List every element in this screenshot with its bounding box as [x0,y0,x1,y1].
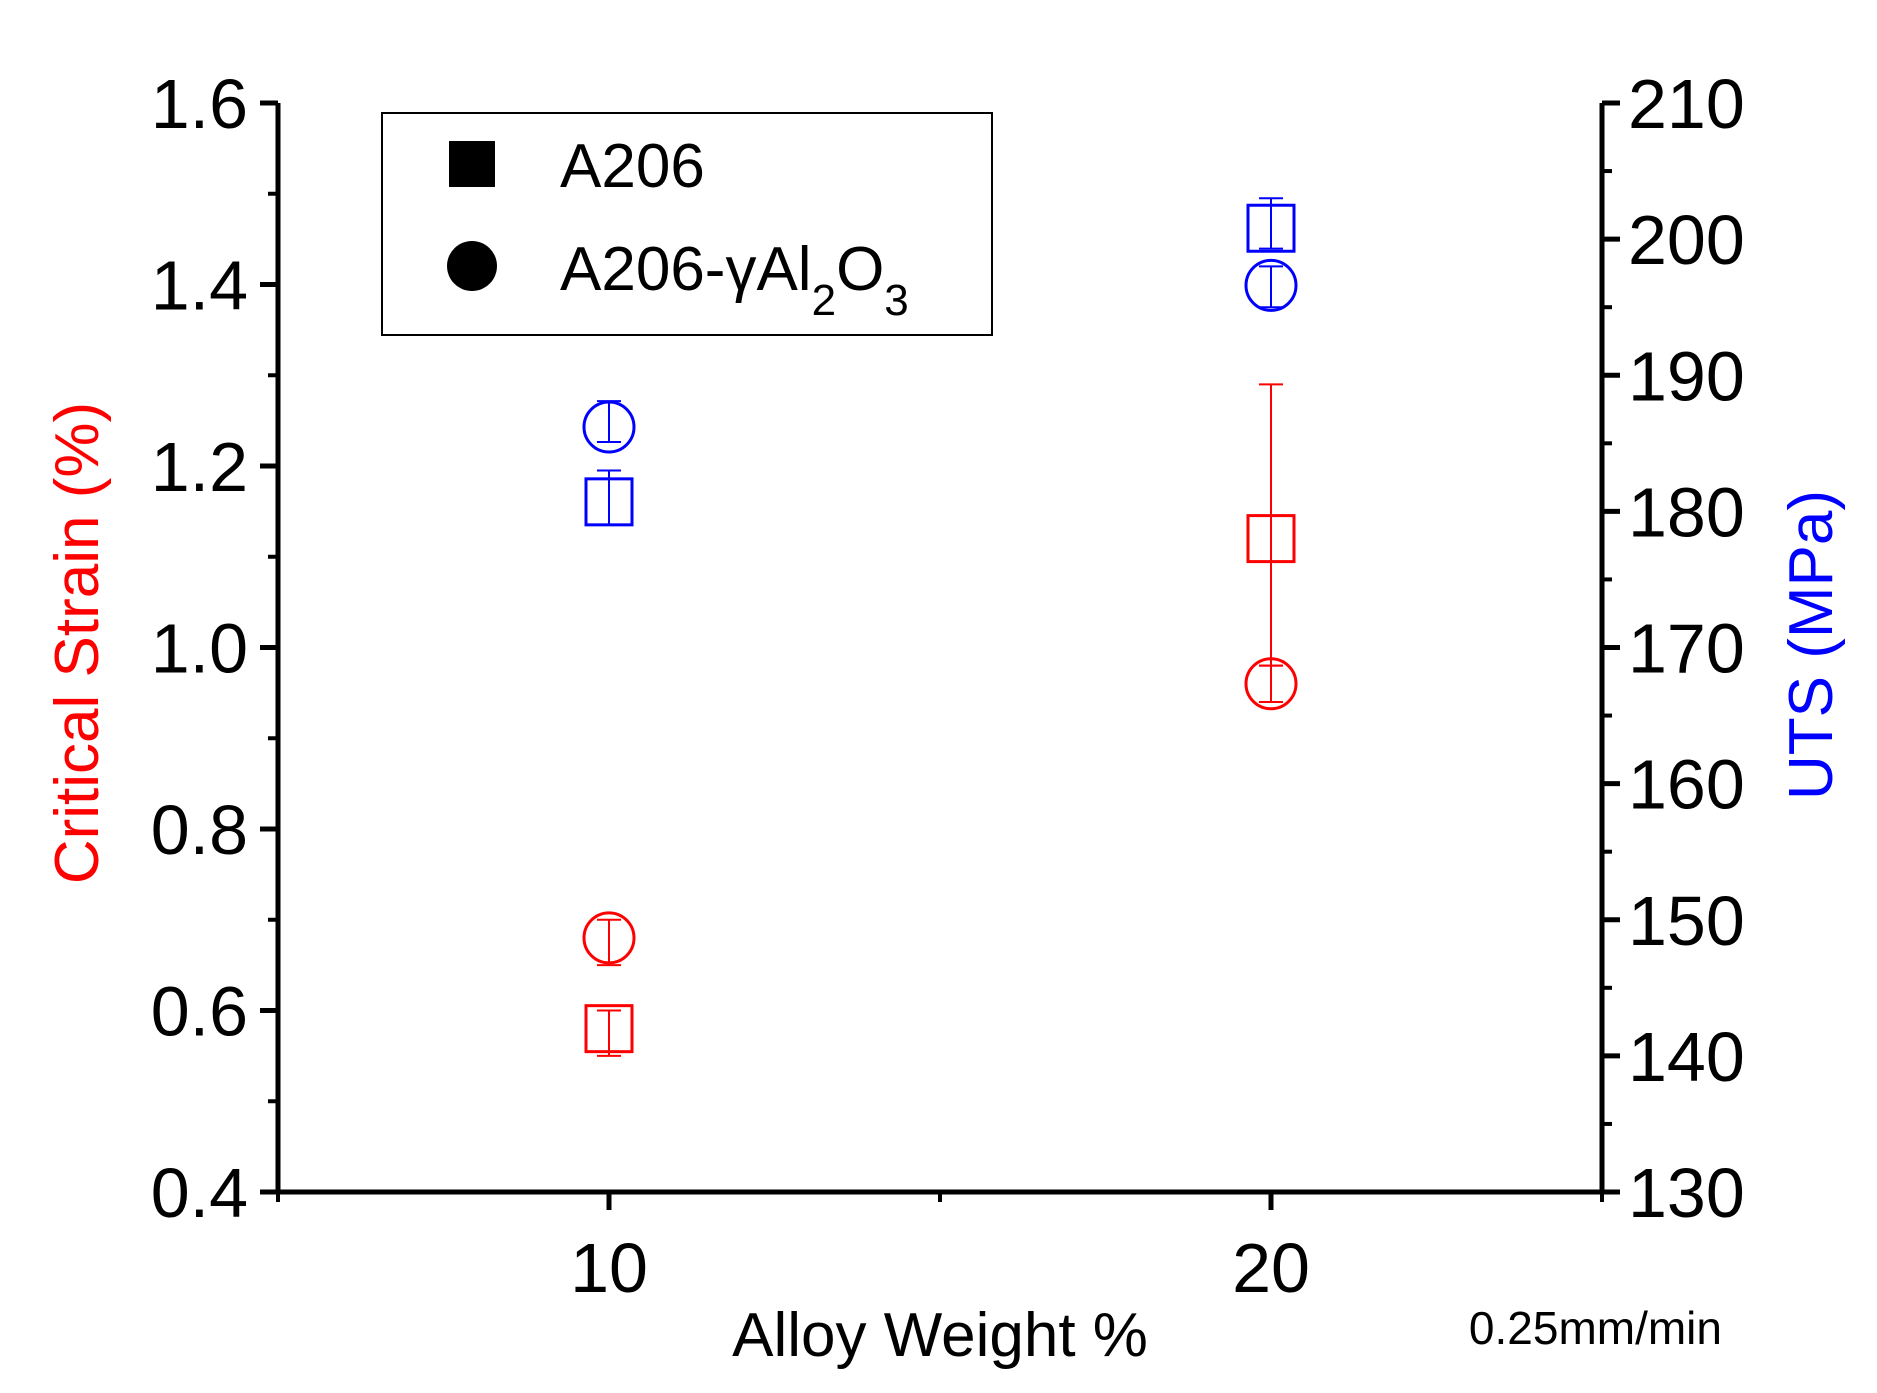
right-tick-label: 130 [1628,1154,1745,1232]
circle-marker [1244,657,1298,711]
x-tick-label: 10 [570,1229,648,1307]
right-tick-label: 140 [1628,1018,1745,1096]
ticks: 0.4 0.6 0.8 1.0 1.2 1.4 1.6 130 140 150 160 170 180 1… [151,65,1745,1307]
square-marker [1246,514,1296,564]
data-point-square-right [1246,197,1296,253]
legend-label-sub2: 3 [884,276,908,325]
right-axis-title: UTS (MPa) [1777,490,1846,800]
right-tick-label: 160 [1628,746,1745,824]
data-point-square-left [584,1004,634,1057]
data-point-circle-right [582,400,636,454]
data-marks [582,197,1298,1057]
right-tick-label: 190 [1628,337,1745,415]
legend-square-marker [449,141,495,187]
legend: A206 A206-γAl2O3 [381,112,993,336]
left-tick-label: 1.0 [151,610,248,688]
right-tick-label: 150 [1628,882,1745,960]
left-tick-label: 0.6 [151,973,248,1051]
circle-marker [1244,258,1298,312]
legend-label-a206-al2o3: A206-γAl2O3 [560,235,909,325]
right-tick-label: 180 [1628,473,1745,551]
x-tick-label: 20 [1232,1229,1310,1307]
left-tick-label: 0.4 [151,1154,248,1232]
left-axis-title: Critical Strain (%) [43,402,112,884]
legend-label-mid: O [836,235,884,304]
right-tick-label: 210 [1628,65,1745,143]
data-point-circle-left [582,911,636,967]
circle-marker [582,911,636,965]
legend-circle-marker [447,241,497,291]
x-axis-title: Alloy Weight % [732,1301,1148,1370]
left-tick-label: 1.6 [151,65,248,143]
square-marker [584,477,634,527]
data-point-circle-left [1244,657,1298,711]
legend-label-main: A206-γAl [560,235,812,304]
data-point-square-left [1246,383,1296,667]
square-marker [584,1004,634,1054]
data-point-square-right [584,469,634,527]
circle-marker [582,400,636,454]
left-tick-label: 1.2 [151,428,248,506]
left-tick-label: 1.4 [151,247,248,325]
data-point-circle-right [1244,258,1298,312]
right-tick-label: 170 [1628,610,1745,688]
rate-note: 0.25mm/min [1469,1302,1722,1354]
legend-label-a206: A206 [560,132,705,201]
left-tick-label: 0.8 [151,791,248,869]
legend-label-sub1: 2 [812,276,836,325]
right-tick-label: 200 [1628,201,1745,279]
square-marker [1246,203,1296,253]
